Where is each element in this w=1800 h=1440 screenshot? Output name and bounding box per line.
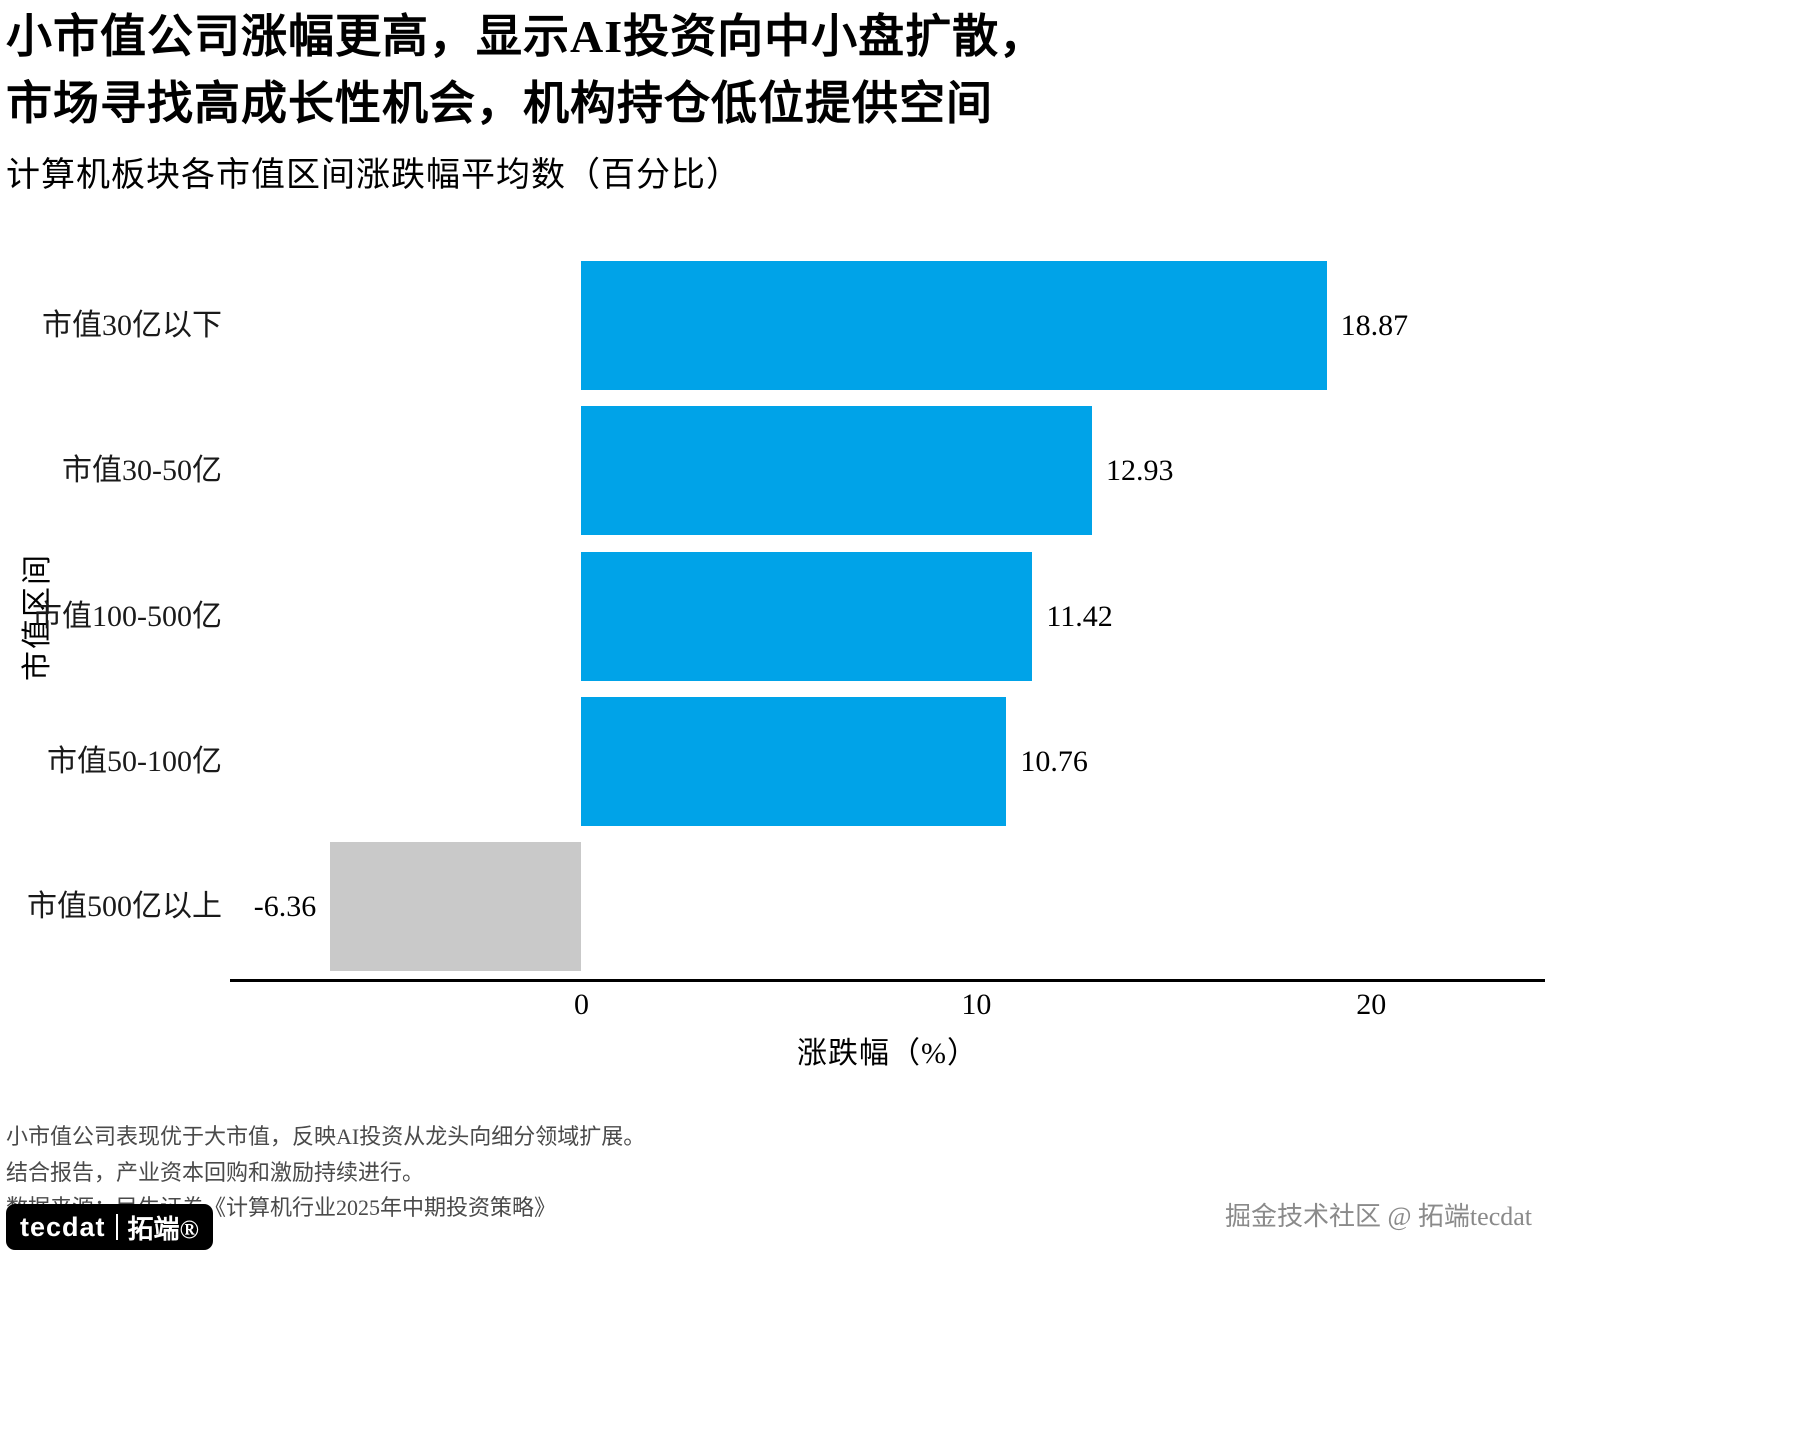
category-label-1: 市值30-50亿	[62, 454, 222, 487]
watermark-text: 掘金技术社区 @ 拓端tecdat	[1224, 1202, 1532, 1231]
logo-suffix-text: 拓端®	[127, 1214, 199, 1244]
category-label-3: 市值50-100亿	[47, 745, 222, 778]
value-label-0: 18.87	[1340, 308, 1409, 342]
bar-3	[581, 697, 1007, 826]
footer-note-2: 结合报告，产业资本回购和激励持续进行。	[6, 1159, 425, 1185]
bar-4	[330, 842, 582, 971]
x-tick-label-2: 20	[1356, 988, 1387, 1021]
category-labels: 市值30亿以下市值30-50亿市值100-500亿市值50-100亿市值500亿…	[0, 253, 222, 982]
category-label-0: 市值30亿以下	[42, 309, 222, 342]
x-tick-label-0: 0	[573, 988, 589, 1021]
chart-title-line1: 小市值公司涨幅更高，显示AI投资向中小盘扩散，	[6, 11, 1047, 62]
x-tick-row: 0 10 20	[230, 988, 1545, 1026]
value-label-2: 11.42	[1046, 599, 1113, 633]
category-label-2: 市值100-500亿	[32, 600, 222, 633]
logo-divider	[115, 1214, 118, 1240]
footer-notes: 小市值公司表现优于大市值，反映AI投资从龙头向细分领域扩展。 结合报告，产业资本…	[6, 1122, 645, 1229]
bar-1	[581, 406, 1093, 535]
value-label-3: 10.76	[1020, 744, 1088, 778]
x-tick-label-1: 10	[961, 988, 992, 1021]
plot-area: 18.87 12.93 11.42 10.76 -6.36	[230, 253, 1545, 982]
logo-text: tecdat	[20, 1211, 106, 1242]
chart-title-line2: 市场寻找高成长性机会，机构持仓低位提供空间	[6, 77, 993, 129]
title-block: 小市值公司涨幅更高，显示AI投资向中小盘扩散， 市场寻找高成长性机会，机构持仓低…	[6, 4, 1046, 196]
chart-subtitle: 计算机板块各市值区间涨跌幅平均数（百分比）	[6, 157, 741, 195]
tecdat-logo: tecdat 拓端®	[6, 1204, 213, 1250]
bar-2	[581, 552, 1033, 681]
category-label-4: 市值500亿以上	[27, 890, 222, 923]
footer-note-1: 小市值公司表现优于大市值，反映AI投资从龙头向细分领域扩展。	[6, 1124, 646, 1149]
value-label-4: -6.36	[253, 889, 317, 923]
value-label-1: 12.93	[1106, 453, 1174, 487]
x-axis-label: 涨跌幅（%）	[797, 1037, 978, 1070]
bar-0	[581, 261, 1327, 390]
